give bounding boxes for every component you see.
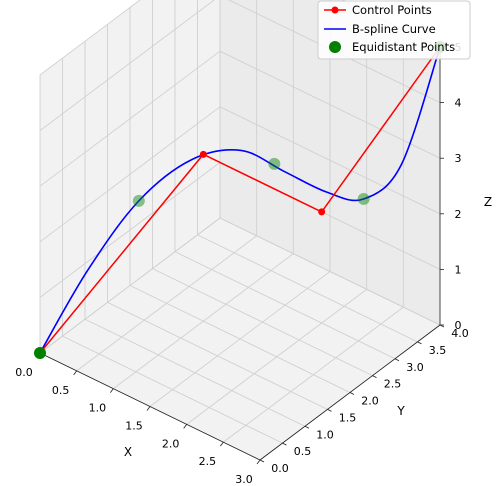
z-tick-label: 2 bbox=[455, 208, 462, 221]
y-tick-mark bbox=[304, 425, 310, 429]
y-tick-mark bbox=[259, 459, 265, 463]
series-layer bbox=[34, 41, 446, 359]
legend: Control Points B-spline Curve Equidistan… bbox=[317, 0, 471, 60]
grid-floor-y bbox=[62, 335, 283, 444]
y-tick-label: 0.0 bbox=[271, 462, 289, 475]
grid-floor-y bbox=[84, 318, 306, 427]
legend-points-label: Equidistant Points bbox=[352, 40, 455, 54]
x-tick-label: 0.0 bbox=[15, 366, 33, 379]
axes-panes bbox=[40, 0, 440, 460]
grid-left-z bbox=[39, 217, 221, 354]
y-tick-label: 2.0 bbox=[361, 395, 379, 408]
y-tick-label: 4.0 bbox=[451, 327, 469, 340]
grid-floor-y bbox=[107, 301, 328, 410]
legend-frame bbox=[317, 0, 471, 60]
z-tick-label: 0 bbox=[455, 319, 462, 332]
y-tick-label: 0.5 bbox=[294, 445, 312, 458]
y-tick-labels: 0.0 0.5 1.0 1.5 2.0 2.5 3.0 3.5 4.0 bbox=[259, 324, 469, 475]
z-tick-label: 3 bbox=[455, 152, 462, 165]
x-tick-label: 2.5 bbox=[199, 455, 217, 468]
control-point-marker bbox=[199, 150, 207, 158]
z-axis-label: Z bbox=[484, 195, 492, 209]
legend-curve-label: B-spline Curve bbox=[352, 22, 436, 36]
grid-left-z bbox=[39, 50, 221, 187]
x-tick-label: 3.0 bbox=[235, 473, 253, 486]
x-tick-labels: 0.0 0.5 1.0 1.5 2.0 2.5 3.0 bbox=[15, 352, 261, 486]
y-tick-label: 3.5 bbox=[429, 344, 447, 357]
grid-left-z bbox=[39, 162, 221, 298]
grid-back-z bbox=[219, 106, 441, 215]
y-tick-mark bbox=[372, 375, 377, 378]
y-tick-label: 3.0 bbox=[406, 361, 424, 374]
x-tick-label: 1.5 bbox=[125, 420, 143, 433]
x-tick-mark bbox=[220, 441, 224, 447]
x-tick-mark bbox=[183, 424, 187, 429]
equidistant-point-marker bbox=[132, 194, 145, 207]
z-tick-labels: 012345 bbox=[440, 41, 462, 332]
x-tick-mark bbox=[110, 388, 114, 393]
grid-back-z bbox=[219, 217, 441, 326]
grid-left-z bbox=[39, 106, 221, 243]
x-tick-label: 0.5 bbox=[52, 384, 70, 397]
grid-floor-y bbox=[152, 268, 373, 377]
control-polygon-line bbox=[39, 46, 441, 354]
legend-control-marker bbox=[331, 6, 339, 14]
x-tick-label: 2.0 bbox=[162, 437, 180, 450]
equidistant-point-marker bbox=[357, 192, 370, 205]
x-axis-label: X bbox=[124, 445, 132, 459]
legend-control-label: Control Points bbox=[352, 3, 432, 17]
x-tick-mark bbox=[73, 370, 77, 376]
grid-left-z bbox=[39, 0, 141, 76]
control-point-marker bbox=[318, 208, 326, 216]
legend-points-marker bbox=[329, 41, 341, 53]
y-axis-label: Y bbox=[396, 404, 405, 418]
y-tick-mark bbox=[327, 409, 332, 412]
grid-back-z bbox=[219, 50, 441, 159]
grid-floor-y bbox=[197, 234, 418, 343]
equidistant-point-marker bbox=[268, 157, 281, 170]
y-tick-mark bbox=[349, 392, 355, 395]
equidistant-point-marker bbox=[34, 347, 46, 359]
grid-left-z bbox=[39, 0, 215, 131]
x-tick-mark bbox=[256, 459, 261, 465]
grid-floor-y bbox=[174, 251, 396, 360]
x-tick-label: 1.0 bbox=[89, 402, 107, 415]
y-tick-mark bbox=[417, 341, 422, 345]
bspline-curve-line bbox=[39, 46, 441, 354]
grid-floor-y bbox=[129, 285, 351, 393]
y-tick-label: 1.5 bbox=[339, 411, 357, 424]
x-tick-mark bbox=[146, 406, 151, 411]
z-tick-label: 1 bbox=[455, 263, 462, 276]
z-tick-label: 4 bbox=[455, 97, 462, 110]
y-tick-label: 1.0 bbox=[316, 428, 334, 441]
y-tick-mark bbox=[394, 358, 400, 362]
y-tick-label: 2.5 bbox=[384, 378, 402, 391]
y-tick-mark bbox=[282, 442, 287, 446]
